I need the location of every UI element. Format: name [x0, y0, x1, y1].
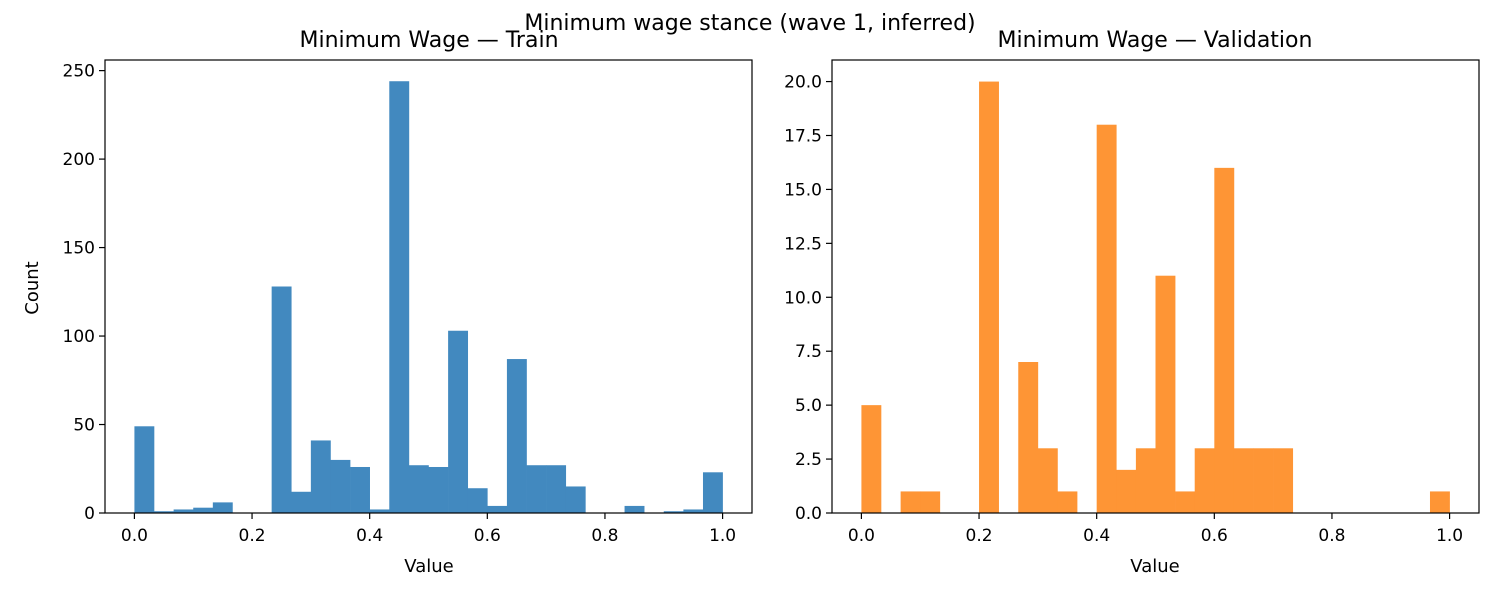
validation-histogram-bar: [1194, 448, 1215, 513]
validation-y-tick-label: 17.5: [784, 127, 822, 147]
validation-bars: [861, 81, 1450, 514]
train-histogram-bar: [448, 330, 469, 513]
validation-y-tick-label: 10.0: [784, 288, 822, 308]
train-histogram-bar: [408, 465, 429, 513]
train-x-tick-label: 0.8: [591, 526, 618, 546]
validation-histogram-bar: [1037, 448, 1058, 513]
validation-histogram-bar: [1155, 275, 1176, 513]
train-x-tick-label: 0.2: [239, 526, 266, 546]
train-histogram-bar: [212, 502, 233, 513]
train-y-tick-label: 0: [84, 504, 95, 524]
train-y-tick-label: 250: [63, 62, 95, 82]
validation-plot-frame: [831, 59, 1480, 514]
train-y-axis-label: Count: [22, 261, 43, 314]
validation-y-tick-label: 0.0: [795, 504, 822, 524]
validation-y-tick-label: 12.5: [784, 234, 822, 254]
train-y-tick-label: 50: [73, 416, 95, 436]
validation-x-tick-label: 0.8: [1318, 526, 1345, 546]
validation-x-axis-label: Value: [1130, 556, 1179, 577]
validation-histogram-bar: [861, 405, 882, 513]
train-histogram-bar: [546, 465, 567, 513]
validation-histogram-bar: [1018, 362, 1039, 513]
validation-histogram-bar: [1253, 448, 1274, 513]
train-histogram-bar: [702, 472, 723, 513]
train-histogram-axes: Minimum Wage — Train Value Count 0.0 0.2 0…: [22, 28, 753, 577]
train-histogram-bar: [526, 465, 547, 513]
validation-histogram-bar: [1429, 491, 1450, 513]
validation-y-tick-label: 20.0: [784, 73, 822, 93]
train-histogram-bar: [369, 509, 390, 513]
train-histogram-bar: [154, 511, 174, 513]
train-histogram-bar: [565, 486, 586, 513]
train-x-tick-label: 0.4: [356, 526, 383, 546]
validation-histogram-bar: [900, 491, 921, 513]
train-histogram-bar: [487, 505, 508, 513]
validation-histogram-bar: [1135, 448, 1156, 513]
train-histogram-bar: [193, 507, 214, 513]
validation-histogram-axes: Minimum Wage — Validation Value 0.0 0.2 0.…: [784, 28, 1480, 577]
train-histogram-bar: [428, 466, 449, 513]
figure-suptitle: Minimum wage stance (wave 1, inferred): [524, 11, 975, 36]
validation-y-tick-label: 15.0: [784, 180, 822, 200]
train-histogram-bar: [683, 509, 704, 513]
train-histogram-bar: [663, 511, 684, 513]
train-histogram-bar: [310, 440, 331, 513]
train-bars: [134, 81, 723, 513]
validation-histogram-bar: [1273, 448, 1294, 513]
validation-histogram-bar: [920, 491, 941, 513]
train-histogram-bar: [467, 488, 488, 513]
train-histogram-bar: [624, 505, 645, 513]
train-y-tick-label: 150: [63, 239, 95, 259]
train-y-tick-label: 200: [63, 150, 95, 170]
validation-x-tick-label: 1.0: [1436, 526, 1463, 546]
train-plot-frame: [104, 59, 753, 514]
validation-x-tick-label: 0.6: [1201, 526, 1228, 546]
train-histogram-bar: [350, 466, 370, 513]
train-y-tick-label: 100: [63, 327, 95, 347]
train-x-axis-label: Value: [404, 556, 453, 577]
train-x-tick-label: 1.0: [709, 526, 736, 546]
train-chart-title: Minimum Wage — Train: [299, 28, 558, 53]
validation-histogram-bar: [1116, 469, 1137, 513]
validation-y-tick-label: 2.5: [795, 450, 822, 470]
validation-histogram-bar: [1057, 491, 1078, 513]
validation-x-tick-label: 0.0: [848, 526, 875, 546]
train-x-tick-label: 0.6: [474, 526, 501, 546]
train-histogram-bar: [134, 426, 155, 513]
train-histogram-bar: [291, 491, 312, 513]
validation-histogram-bar: [1175, 491, 1196, 513]
train-histogram-bar: [173, 509, 194, 513]
validation-chart-title: Minimum Wage — Validation: [998, 28, 1313, 53]
validation-histogram-bar: [1233, 448, 1254, 513]
train-histogram-bar: [271, 286, 292, 513]
validation-histogram-bar: [1096, 124, 1117, 514]
validation-y-tick-label: 5.0: [795, 396, 822, 416]
train-x-tick-label: 0.0: [121, 526, 148, 546]
validation-histogram-bar: [1214, 167, 1235, 514]
train-histogram-bar: [389, 81, 410, 513]
train-histogram-bar: [506, 359, 527, 513]
validation-histogram-bar: [979, 81, 999, 513]
validation-x-tick-label: 0.2: [966, 526, 993, 546]
validation-x-tick-label: 0.4: [1083, 526, 1110, 546]
train-histogram-bar: [330, 459, 351, 513]
validation-y-tick-label: 7.5: [795, 342, 822, 362]
